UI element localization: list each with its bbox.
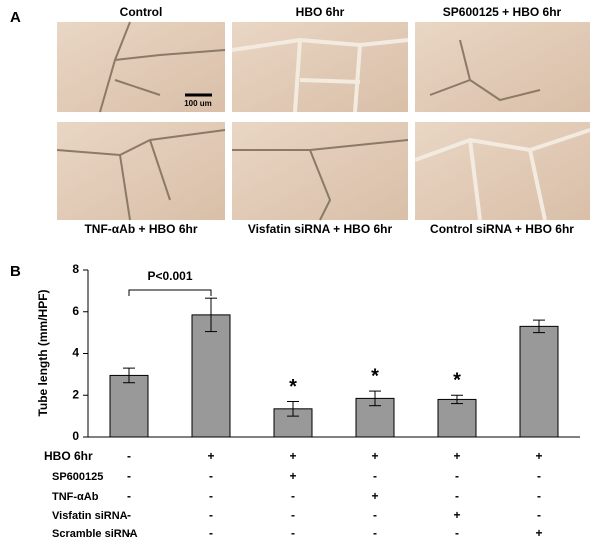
condition-mark: -	[209, 508, 213, 522]
y-tick-label: 6	[72, 304, 79, 318]
condition-mark: -	[127, 449, 131, 463]
condition-mark: -	[373, 469, 377, 483]
condition-name: Scramble siRNA	[52, 528, 138, 540]
condition-mark: -	[291, 489, 295, 503]
y-tick-label: 2	[72, 387, 79, 401]
condition-mark: +	[535, 449, 542, 463]
condition-name: Visfatin siRNA	[52, 510, 128, 522]
significance-label: P<0.001	[147, 269, 192, 283]
image-caption: HBO 6hr	[296, 5, 345, 19]
significance-star: *	[371, 365, 379, 387]
image-caption: SP600125 + HBO 6hr	[443, 5, 562, 19]
y-tick-label: 8	[72, 262, 79, 276]
condition-mark: -	[127, 526, 131, 540]
condition-mark: -	[127, 508, 131, 522]
condition-mark: -	[127, 469, 131, 483]
condition-mark: +	[289, 449, 296, 463]
panel-label: B	[10, 263, 21, 280]
image-caption: Control	[120, 5, 163, 19]
condition-mark: -	[209, 526, 213, 540]
condition-mark: +	[289, 469, 296, 483]
significance-bracket	[128, 289, 212, 296]
y-axis-label: Tube length (mm/HPF)	[36, 289, 50, 416]
y-tick-label: 0	[72, 429, 79, 443]
bar	[519, 325, 559, 438]
y-tick-label: 4	[72, 346, 79, 360]
condition-mark: +	[207, 449, 214, 463]
bar	[109, 374, 149, 438]
condition-mark: -	[291, 526, 295, 540]
condition-mark: +	[535, 526, 542, 540]
scale-bar-label: 100 um	[184, 99, 212, 108]
condition-mark: -	[373, 526, 377, 540]
image-caption: Control siRNA + HBO 6hr	[430, 222, 574, 236]
significance-star: *	[453, 370, 461, 392]
bar	[437, 398, 477, 438]
condition-mark: -	[291, 508, 295, 522]
image-caption: TNF-αAb + HBO 6hr	[84, 222, 197, 236]
condition-mark: -	[373, 508, 377, 522]
condition-mark: -	[209, 489, 213, 503]
condition-mark: -	[455, 526, 459, 540]
condition-mark: +	[371, 449, 378, 463]
condition-name: SP600125	[52, 471, 103, 483]
panel-label: A	[10, 9, 21, 26]
image-caption: Visfatin siRNA + HBO 6hr	[248, 222, 393, 236]
condition-mark: -	[537, 489, 541, 503]
condition-mark: -	[537, 508, 541, 522]
significance-star: *	[289, 376, 297, 398]
condition-mark: -	[455, 489, 459, 503]
condition-mark: +	[453, 449, 460, 463]
condition-mark: -	[209, 469, 213, 483]
condition-mark: -	[537, 469, 541, 483]
micrographs	[56, 21, 591, 221]
condition-mark: -	[127, 489, 131, 503]
condition-mark: +	[371, 489, 378, 503]
condition-name: HBO 6hr	[44, 449, 93, 463]
condition-mark: -	[455, 469, 459, 483]
condition-mark: +	[453, 508, 460, 522]
bar	[191, 314, 231, 438]
condition-name: TNF-αAb	[52, 491, 99, 503]
